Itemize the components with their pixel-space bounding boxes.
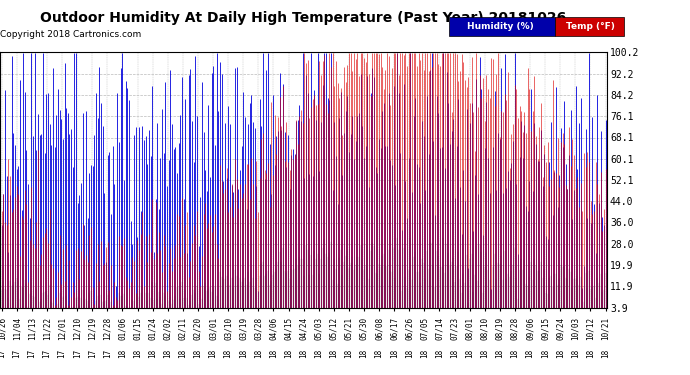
Text: 18: 18 — [193, 349, 202, 358]
Text: 18: 18 — [254, 349, 263, 358]
Text: 11/13: 11/13 — [28, 317, 37, 340]
Text: 06/26: 06/26 — [405, 317, 414, 340]
Text: 18: 18 — [133, 349, 142, 358]
Text: 18: 18 — [526, 349, 535, 358]
Text: 01/15: 01/15 — [133, 317, 142, 340]
Text: 18: 18 — [420, 349, 429, 358]
Text: 18: 18 — [375, 349, 384, 358]
Text: 18: 18 — [495, 349, 504, 358]
Text: 07/14: 07/14 — [435, 317, 444, 340]
Text: 05/03: 05/03 — [314, 317, 323, 340]
Text: 18: 18 — [314, 349, 323, 358]
Text: 12/10: 12/10 — [72, 317, 81, 340]
Text: 08/28: 08/28 — [511, 317, 520, 340]
Text: 18: 18 — [329, 349, 338, 358]
Text: 09/15: 09/15 — [541, 317, 550, 340]
Text: 18: 18 — [450, 349, 459, 358]
Text: 03/19: 03/19 — [239, 317, 248, 340]
Text: 18: 18 — [178, 349, 187, 358]
Text: 18: 18 — [390, 349, 399, 358]
Text: 10/26: 10/26 — [0, 317, 6, 340]
Text: 08/01: 08/01 — [465, 317, 474, 340]
Text: 05/21: 05/21 — [344, 317, 353, 340]
Text: 17: 17 — [43, 349, 52, 358]
Text: 06/08: 06/08 — [375, 317, 384, 340]
Text: 01/24: 01/24 — [148, 317, 157, 340]
Text: 17: 17 — [57, 349, 66, 358]
Text: 09/06: 09/06 — [526, 317, 535, 340]
Text: 17: 17 — [103, 349, 112, 358]
Text: 18: 18 — [164, 349, 172, 358]
Text: 17: 17 — [28, 349, 37, 358]
Text: 17: 17 — [12, 349, 21, 358]
Text: 18: 18 — [269, 349, 278, 358]
Text: 18: 18 — [601, 349, 610, 358]
Text: 11/04: 11/04 — [12, 317, 21, 340]
Text: 05/12: 05/12 — [329, 317, 338, 340]
Text: 17: 17 — [72, 349, 81, 358]
Text: 07/23: 07/23 — [450, 317, 459, 340]
Text: 10/03: 10/03 — [571, 317, 580, 340]
Text: 04/24: 04/24 — [299, 317, 308, 340]
Text: 18: 18 — [511, 349, 520, 358]
Text: 18: 18 — [555, 349, 564, 358]
Text: 18: 18 — [586, 349, 595, 358]
Text: Humidity (%): Humidity (%) — [467, 22, 533, 31]
Text: 07/05: 07/05 — [420, 317, 429, 340]
Text: 09/24: 09/24 — [555, 317, 564, 340]
Text: 18: 18 — [405, 349, 414, 358]
Text: 18: 18 — [571, 349, 580, 358]
Text: 10/21: 10/21 — [601, 317, 610, 340]
Text: 18: 18 — [148, 349, 157, 358]
Text: 18: 18 — [480, 349, 489, 358]
Text: 04/15: 04/15 — [284, 317, 293, 340]
Text: 18: 18 — [284, 349, 293, 358]
Text: 08/10: 08/10 — [480, 317, 489, 340]
Text: Temp (°F): Temp (°F) — [566, 22, 614, 31]
Text: 18: 18 — [541, 349, 550, 358]
Text: 03/28: 03/28 — [254, 317, 263, 340]
Text: Outdoor Humidity At Daily High Temperature (Past Year) 20181026: Outdoor Humidity At Daily High Temperatu… — [41, 11, 566, 25]
Text: 02/20: 02/20 — [193, 317, 202, 340]
Text: 18: 18 — [118, 349, 127, 358]
Text: 11/22: 11/22 — [43, 317, 52, 340]
Text: 03/01: 03/01 — [208, 317, 217, 340]
Text: 08/19: 08/19 — [495, 317, 504, 340]
Text: 18: 18 — [465, 349, 474, 358]
Text: 01/06: 01/06 — [118, 317, 127, 340]
Text: 18: 18 — [239, 349, 248, 358]
Text: 12/01: 12/01 — [57, 317, 66, 340]
Text: 18: 18 — [208, 349, 217, 358]
Text: 12/19: 12/19 — [88, 317, 97, 340]
Text: 18: 18 — [344, 349, 353, 358]
Text: 17: 17 — [88, 349, 97, 358]
Text: 18: 18 — [299, 349, 308, 358]
Text: Copyright 2018 Cartronics.com: Copyright 2018 Cartronics.com — [0, 30, 141, 39]
Text: 12/28: 12/28 — [103, 317, 112, 340]
Text: 06/17: 06/17 — [390, 317, 399, 340]
Text: 10/12: 10/12 — [586, 317, 595, 340]
Text: 18: 18 — [435, 349, 444, 358]
Text: 18: 18 — [359, 349, 368, 358]
Text: 04/06: 04/06 — [269, 317, 278, 340]
Text: 03/10: 03/10 — [224, 317, 233, 340]
Text: 05/30: 05/30 — [359, 317, 368, 340]
Text: 17: 17 — [0, 349, 6, 358]
Text: 02/11: 02/11 — [178, 317, 187, 340]
Text: 02/02: 02/02 — [164, 317, 172, 340]
Text: 18: 18 — [224, 349, 233, 358]
